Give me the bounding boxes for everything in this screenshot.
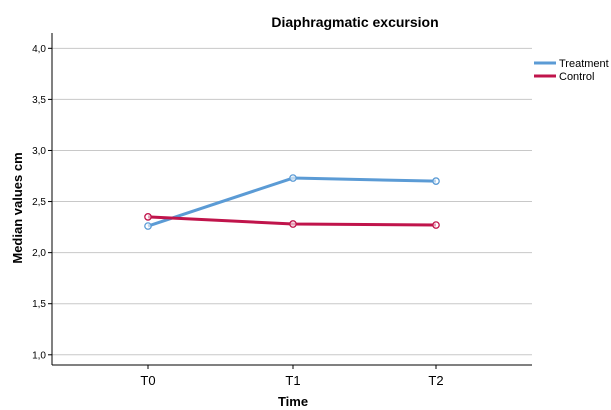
- y-tick-label: 4,0: [32, 44, 46, 55]
- legend-label-control: Control: [559, 71, 594, 83]
- x-axis-label: Time: [278, 394, 308, 409]
- y-tick-label: 2,5: [32, 197, 46, 208]
- grid-lines: [52, 47, 532, 356]
- data-point-control: [289, 220, 297, 228]
- x-tick-label: T0: [140, 373, 155, 388]
- x-tick-label: T1: [285, 373, 300, 388]
- y-tick-label: 2,0: [32, 248, 46, 259]
- y-tick-labels: 1,0 1,5 2,0 2,5 3,0 3,5 4,0: [32, 44, 52, 361]
- chart-title: Diaphragmatic excursion: [271, 14, 438, 30]
- x-tick-label: T2: [428, 373, 443, 388]
- data-point-treatment: [144, 222, 152, 230]
- data-point-control: [432, 221, 440, 229]
- y-tick-label: 1,5: [32, 299, 46, 310]
- data-point-treatment: [432, 177, 440, 185]
- y-axis-label: Median values cm: [10, 152, 25, 263]
- data-point-treatment: [289, 174, 297, 182]
- y-tick-label: 3,0: [32, 146, 46, 157]
- series-lines: [144, 174, 440, 230]
- x-tick-labels: T0 T1 T2: [140, 365, 444, 388]
- data-point-control: [144, 213, 152, 221]
- y-tick-label: 1,0: [32, 350, 46, 361]
- legend-label-treatment: Treatment: [559, 58, 609, 70]
- y-tick-label: 3,5: [32, 95, 46, 106]
